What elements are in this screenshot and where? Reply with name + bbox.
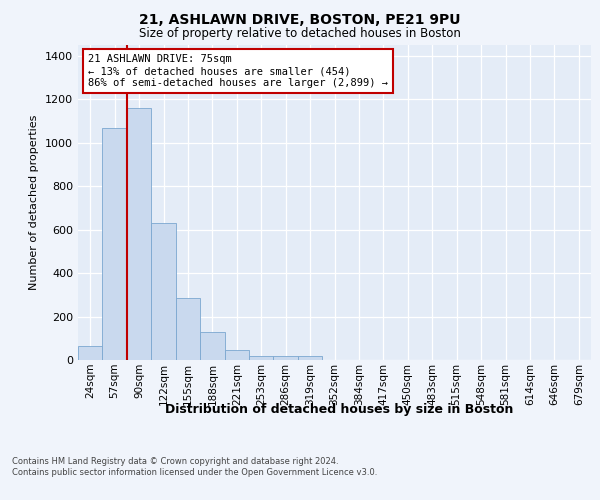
Text: 21 ASHLAWN DRIVE: 75sqm
← 13% of detached houses are smaller (454)
86% of semi-d: 21 ASHLAWN DRIVE: 75sqm ← 13% of detache… (88, 54, 388, 88)
Bar (224, 350, 249, 360)
Text: Size of property relative to detached houses in Boston: Size of property relative to detached ho… (139, 28, 461, 40)
Bar (176, 298, 200, 360)
Bar (200, 332, 224, 360)
Text: Distribution of detached houses by size in Boston: Distribution of detached houses by size … (165, 402, 513, 415)
Bar (103, 128, 127, 360)
Y-axis label: Number of detached properties: Number of detached properties (29, 115, 40, 290)
Text: Contains HM Land Registry data © Crown copyright and database right 2024.
Contai: Contains HM Land Registry data © Crown c… (12, 458, 377, 477)
Bar (127, 108, 151, 360)
Bar (298, 356, 322, 360)
Bar (274, 356, 298, 360)
Bar (78, 346, 103, 360)
Text: 21, ASHLAWN DRIVE, BOSTON, PE21 9PU: 21, ASHLAWN DRIVE, BOSTON, PE21 9PU (139, 12, 461, 26)
Bar (249, 356, 274, 360)
Bar (151, 223, 176, 360)
